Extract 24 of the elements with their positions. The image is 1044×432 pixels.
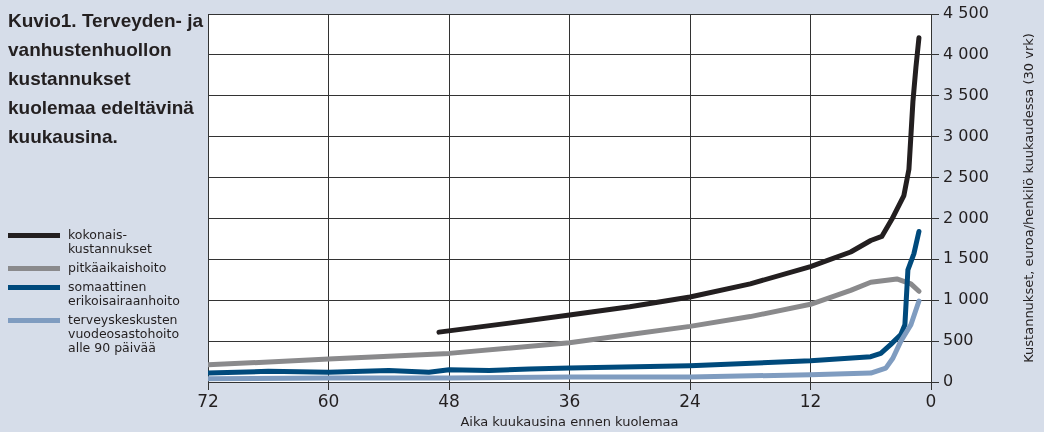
y-tick-label: 3 500 <box>943 84 989 104</box>
y-tick-label: 2 000 <box>943 207 989 227</box>
x-tick-label: 60 <box>317 390 340 411</box>
y-tick-label: 0 <box>943 371 954 391</box>
x-tick-label: 36 <box>558 390 581 411</box>
y-axis-title: Kustannukset, euroa/henkilö kuukaudessa (30 vrk) <box>1021 33 1037 363</box>
y-tick-label: 2 500 <box>943 166 989 186</box>
legend-label: terveyskeskusten vuodeosastohoito alle 90 päivää <box>68 312 181 355</box>
x-tick-label: 48 <box>438 390 460 411</box>
x-tick-label: 12 <box>799 390 822 411</box>
x-tick-label: 0 <box>925 390 937 411</box>
y-tick-label: 1 500 <box>943 248 989 268</box>
y-tick-label: 4 500 <box>943 3 989 23</box>
y-tick-label: 3 000 <box>943 125 989 145</box>
x-tick-label: 24 <box>679 390 701 411</box>
text: Kuvio1. Terveyden- ja vanhustenhuollon kustannukset kuolemaa edeltävinä kuukausina. <box>8 9 203 149</box>
x-axis-title: Aika kuukausina ennen kuolemaa <box>460 413 679 429</box>
legend-label: kokonais-kustannukset <box>68 227 153 256</box>
legend-label: somaattinen erikoisairaanhoito <box>68 279 181 308</box>
x-tick-label: 72 <box>197 390 219 411</box>
y-tick-label: 4 000 <box>943 44 989 64</box>
y-tick-label: 500 <box>943 330 974 350</box>
legend-label: pitkäaikaishoito <box>68 260 167 275</box>
y-tick-label: 1 000 <box>943 289 989 309</box>
